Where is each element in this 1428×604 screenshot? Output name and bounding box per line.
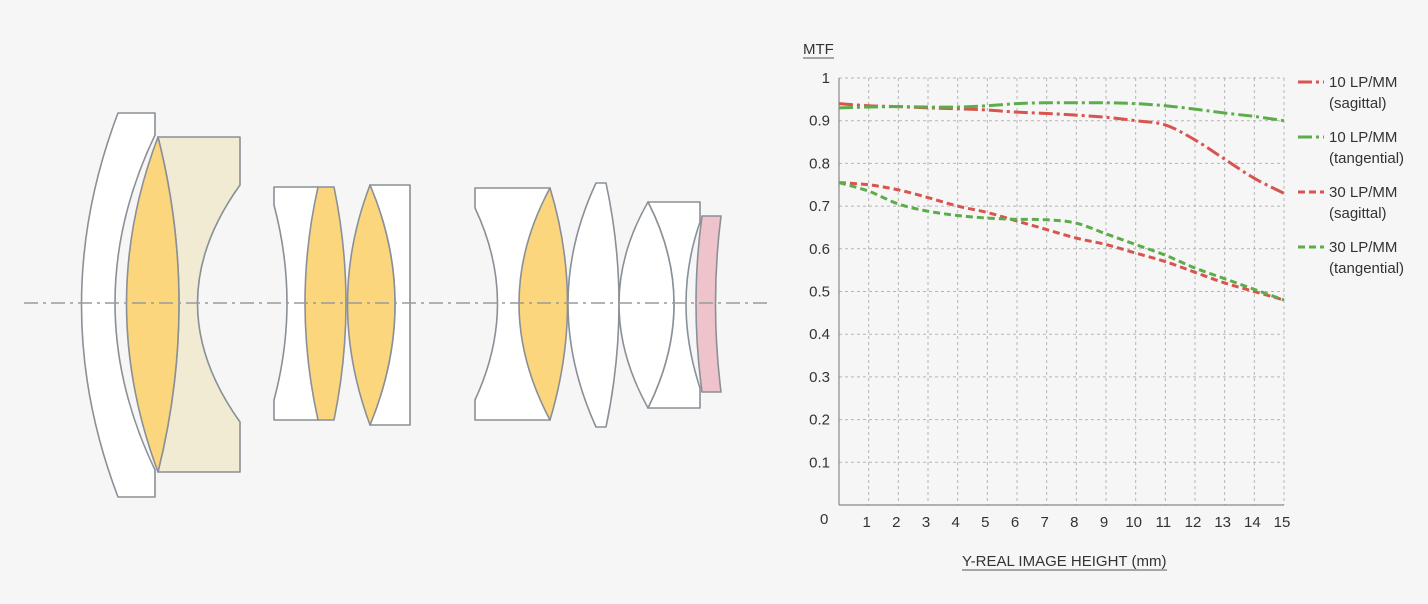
x-tick-label: 12 — [1185, 514, 1202, 531]
x-tick-labels: 1 2 3 4 5 6 7 8 9 10 11 12 13 14 15 — [862, 514, 1290, 531]
legend-label-1: 10 LP/MM — [1329, 74, 1397, 91]
x-tick-label: 11 — [1156, 514, 1172, 531]
x-tick-label: 4 — [951, 514, 959, 531]
y-tick-label: 1 — [822, 70, 830, 87]
lens-element-9 — [518, 187, 569, 421]
y-tick-label: 0.2 — [809, 412, 830, 429]
y-tick-label: 0.9 — [809, 113, 830, 130]
x-tick-label: 3 — [922, 514, 930, 531]
y-tick-label: 0.8 — [809, 155, 830, 172]
chart-axes — [838, 78, 1284, 506]
lens-element-10 — [567, 182, 620, 428]
legend-sublabel-3: (sagittal) — [1329, 205, 1387, 222]
lens-element-2 — [125, 136, 180, 473]
x-tick-label: 9 — [1100, 514, 1108, 531]
series-line-4 — [838, 181, 1285, 302]
legend-sublabel-4: (tangential) — [1329, 260, 1404, 277]
y-tick-label: 0.5 — [809, 284, 830, 301]
chart-series — [838, 101, 1285, 302]
y-tick-label: 0.4 — [809, 326, 830, 343]
x-tick-label: 10 — [1125, 514, 1142, 531]
series-line-3 — [838, 181, 1285, 302]
y-tick-label: 0.6 — [809, 241, 830, 258]
y-tick-label: 0.1 — [809, 454, 830, 471]
y-axis-title: MTF — [803, 41, 834, 58]
lens-element-6 — [346, 184, 396, 426]
series-line-1 — [838, 102, 1285, 195]
lens-element-11 — [618, 201, 675, 409]
x-tick-label: 7 — [1040, 514, 1048, 531]
legend-label-2: 10 LP/MM — [1329, 129, 1397, 146]
x-axis-title: Y-REAL IMAGE HEIGHT (mm) — [962, 553, 1166, 570]
series-line-2 — [838, 101, 1285, 123]
legend-label-3: 30 LP/MM — [1329, 184, 1397, 201]
chart-grid — [839, 77, 1285, 505]
x-tick-label: 15 — [1274, 514, 1291, 531]
lens-element-13 — [695, 215, 722, 393]
x-tick-label: 8 — [1070, 514, 1078, 531]
x-tick-label: 6 — [1011, 514, 1019, 531]
x-tick-label: 2 — [892, 514, 900, 531]
origin-label: 0 — [820, 511, 828, 528]
legend-sublabel-1: (sagittal) — [1329, 95, 1387, 112]
y-tick-labels: 0.1 0.2 0.3 0.4 0.5 0.6 0.7 0.8 0.9 1 — [809, 70, 830, 471]
lens-element-1 — [80, 112, 156, 498]
lens-diagram — [24, 112, 770, 498]
y-tick-label: 0.7 — [809, 198, 830, 215]
x-tick-label: 14 — [1244, 514, 1261, 531]
legend-label-4: 30 LP/MM — [1329, 239, 1397, 256]
x-tick-label: 5 — [981, 514, 989, 531]
x-tick-label: 1 — [862, 514, 870, 531]
chart-legend: 10 LP/MM (sagittal) 10 LP/MM (tangential) 30… — [1298, 74, 1404, 277]
legend-sublabel-2: (tangential) — [1329, 150, 1404, 167]
y-tick-label: 0.3 — [809, 369, 830, 386]
x-tick-label: 13 — [1214, 514, 1231, 531]
